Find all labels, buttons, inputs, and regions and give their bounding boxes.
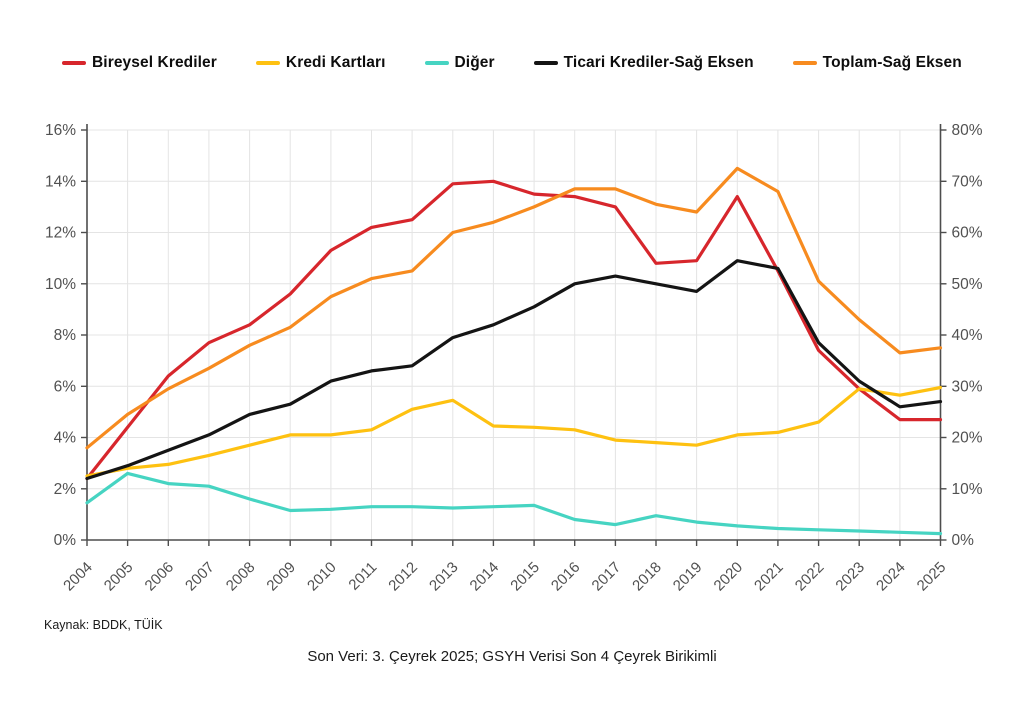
series-line-3	[85, 471, 943, 536]
y-axis-right-tick-label: 10%	[952, 481, 983, 498]
x-axis-tick-label: 2012	[385, 559, 421, 595]
legend-item-1: Bireysel Krediler	[62, 54, 217, 72]
legend-item-5: Toplam-Sağ Eksen	[792, 54, 962, 72]
x-axis-tick-label: 2013	[426, 559, 462, 595]
y-axis-left-tick-label: 0%	[54, 532, 77, 549]
y-axis-left-tick-label: 16%	[45, 122, 76, 139]
legend-swatch	[424, 61, 449, 65]
x-axis-tick-label: 2011	[345, 559, 380, 594]
legend-swatch	[62, 61, 86, 65]
x-axis-tick-label: 2014	[467, 559, 503, 595]
legend-label: Ticari Krediler-Sağ Eksen	[563, 54, 754, 71]
x-axis-tick-label: 2018	[629, 559, 665, 595]
y-axis-right-tick-label: 30%	[952, 378, 983, 395]
y-axis-right-tick-label: 50%	[952, 276, 983, 293]
y-axis-right-tick-label: 80%	[952, 122, 983, 139]
series-line-2	[85, 385, 943, 478]
legend-label: Bireysel Krediler	[92, 54, 217, 71]
y-axis-right-tick-label: 40%	[952, 327, 983, 344]
legend-swatch	[533, 61, 558, 65]
last-data-note: Son Veri: 3. Çeyrek 2025; GSYH Verisi So…	[307, 648, 717, 665]
x-axis-tick-label: 2016	[548, 559, 584, 595]
y-axis-right-tick-label: 0%	[952, 532, 975, 549]
series-line-5	[85, 166, 943, 450]
x-axis-tick-label: 2017	[589, 559, 625, 595]
legend-label: Toplam-Sağ Eksen	[822, 54, 962, 71]
y-axis-left-tick-label: 12%	[45, 225, 76, 242]
y-axis-left-tick-label: 14%	[45, 173, 76, 190]
series-line-4	[85, 259, 943, 481]
x-axis-tick-label: 2024	[873, 559, 909, 595]
y-axis-right-tick-label: 60%	[952, 225, 983, 242]
series-line-1	[85, 179, 943, 481]
x-axis-tick-label: 2022	[792, 559, 828, 595]
x-axis-tick-label: 2008	[223, 559, 259, 595]
legend-item-2: Kredi Kartları	[255, 54, 386, 72]
x-axis-tick-label: 2005	[101, 559, 137, 595]
x-axis-tick-label: 2010	[304, 559, 340, 595]
x-axis-tick-label: 2023	[832, 559, 868, 595]
legend-label: Kredi Kartları	[285, 54, 386, 71]
legend-swatch	[255, 61, 280, 65]
x-axis-tick-label: 2015	[507, 559, 543, 595]
legend-swatch	[792, 61, 817, 65]
source-note: Kaynak: BDDK, TÜİK	[44, 618, 163, 632]
x-axis-tick-label: 2006	[142, 559, 178, 595]
y-axis-left-tick-label: 4%	[54, 430, 77, 447]
legend-item-4: Ticari Krediler-Sağ Eksen	[533, 54, 754, 72]
y-axis-right-tick-label: 20%	[952, 430, 983, 447]
legend-label: Diğer	[454, 54, 495, 71]
y-axis-right-tick-label: 70%	[952, 173, 983, 190]
legend-item-3: Diğer	[424, 54, 495, 72]
y-axis-left-tick-label: 2%	[54, 481, 77, 498]
x-axis-tick-label: 2020	[711, 559, 747, 595]
y-axis-left-tick-label: 8%	[54, 327, 77, 344]
x-axis-tick-label: 2009	[263, 559, 299, 595]
x-axis-tick-label: 2004	[60, 559, 96, 595]
x-axis-tick-label: 2021	[751, 559, 787, 595]
y-axis-left-tick-label: 6%	[54, 378, 77, 395]
x-axis-tick-label: 2019	[670, 559, 706, 595]
x-axis-tick-label: 2007	[182, 559, 218, 595]
chart-legend: Bireysel Krediler Kredi Kartları Diğer Tica…	[62, 54, 984, 72]
x-axis-tick-label: 2025	[914, 559, 950, 595]
y-axis-left-tick-label: 10%	[45, 276, 76, 293]
